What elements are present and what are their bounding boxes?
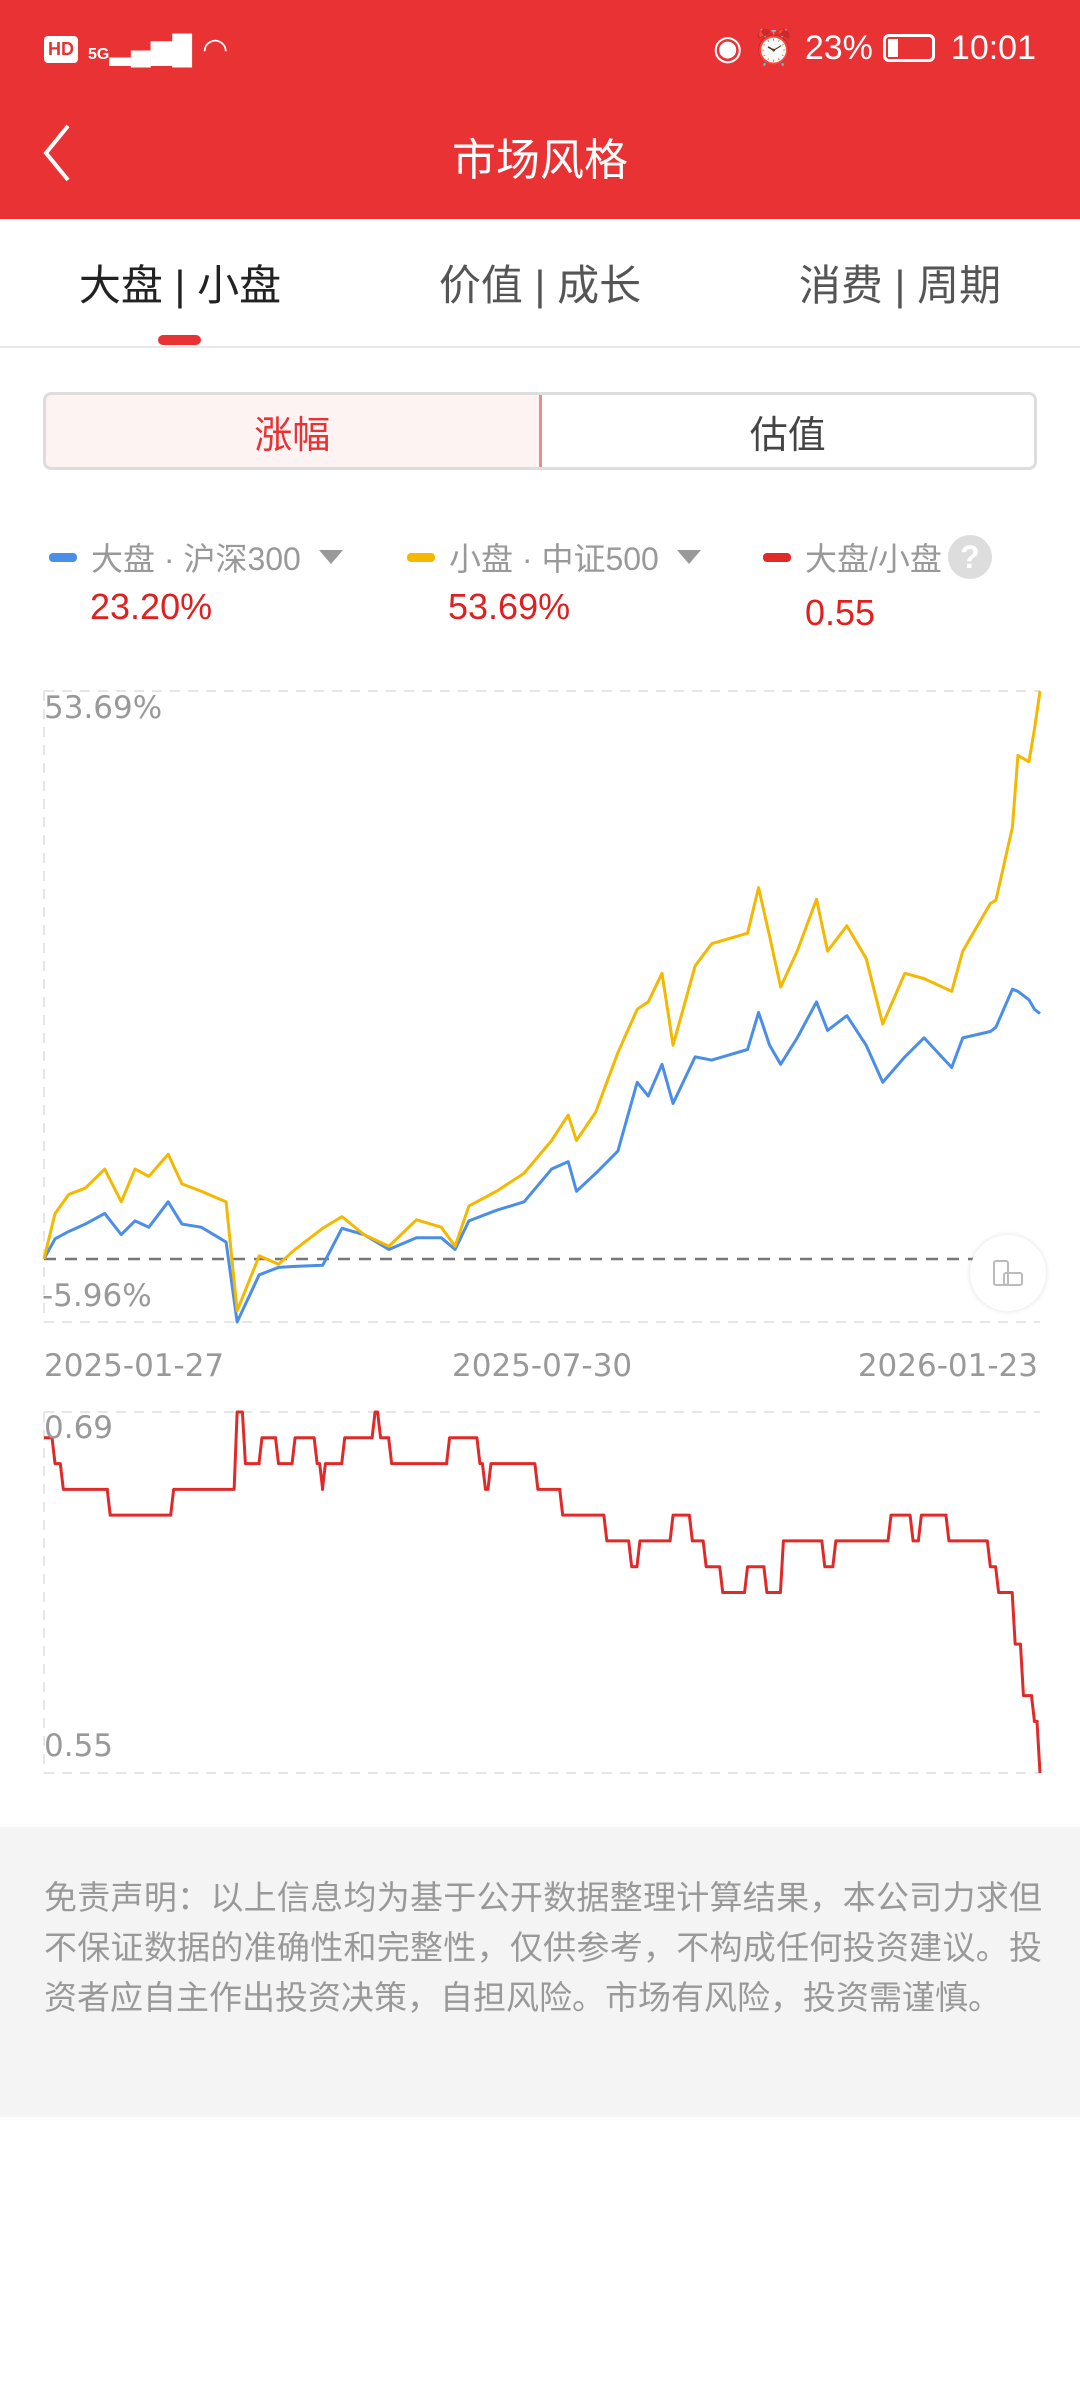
eye-icon: ◉ [712,29,743,67]
segmented-control: 涨幅 估值 [43,392,1037,470]
back-button[interactable] [38,118,88,188]
status-left: HD 5G▂▄▆█ ◠ [44,32,228,67]
app-header: HD 5G▂▄▆█ ◠ ◉ ⏰ 23% 10:01 市场风格 [0,0,1080,219]
tab-indicator [158,335,201,345]
small-cap-value: 53.69% [448,586,571,627]
legend-small-cap[interactable]: 小盘 · 中证500 [407,534,701,580]
tab-value-growth[interactable]: 价值 | 成长 [438,262,642,309]
dropdown-triangle-icon [676,550,701,564]
y-min-label: -5.96% [42,1278,152,1314]
ratio-y-min-label: 0.55 [44,1728,114,1764]
x-tick-label: 2025-07-30 [452,1348,633,1384]
legend-swatch [407,552,435,562]
performance-chart [42,690,1042,1774]
ratio-value: 0.55 [805,592,876,633]
divider [0,346,1080,348]
disclaimer-text: 免责声明：以上信息均为基于公开数据整理计算结果，本公司力求但不保证数据的准确性和… [44,1879,1042,2016]
hd-icon: HD [44,36,78,63]
legend-swatch [49,552,77,562]
rotate-icon [993,1260,1023,1286]
alarm-icon: ⏰ [752,29,795,67]
page-title: 市场风格 [452,136,628,185]
legend-label: 大盘/小盘 [805,541,942,577]
legend-label: 小盘 · 中证500 [449,541,659,577]
battery-level: 23% [804,28,873,67]
segment-gain[interactable]: 涨幅 [46,395,542,467]
ratio-y-max-label: 0.69 [44,1410,114,1446]
disclaimer-panel: 免责声明：以上信息均为基于公开数据整理计算结果，本公司力求但不保证数据的准确性和… [0,1827,1080,2117]
wifi-icon: ◠ [202,33,229,66]
series-line-小盘 · 中证500 [42,690,1042,1313]
legend-large-cap[interactable]: 大盘 · 沪深300 [49,534,343,580]
segment-valuation[interactable]: 估值 [749,414,826,457]
x-tick-label: 2025-01-27 [44,1348,225,1384]
tab-large-small[interactable]: 大盘 | 小盘 [78,262,282,309]
signal-icon: 5G▂▄▆█ [88,34,193,65]
large-cap-value: 23.20% [90,586,213,627]
series-line-大盘/小盘 [44,1410,1042,1774]
chart-grid [43,690,1040,1774]
y-max-label: 53.69% [44,690,163,726]
status-right: ◉ ⏰ 23% 10:01 [713,28,1036,68]
chevron-left-icon [43,124,70,182]
clock: 10:01 [950,28,1036,67]
legend-swatch [763,552,791,562]
legend-ratio: 大盘/小盘 ? [763,534,992,580]
series-line-大盘 · 沪深300 [42,987,1041,1324]
legend-label: 大盘 · 沪深300 [91,541,301,577]
rotate-screen-button[interactable] [970,1235,1046,1311]
help-icon[interactable]: ? [947,535,992,579]
dropdown-triangle-icon [318,550,343,564]
tab-consumer-cyclical[interactable]: 消费 | 周期 [798,262,1002,309]
battery-icon [882,34,935,62]
x-tick-label: 2026-01-23 [857,1348,1038,1384]
